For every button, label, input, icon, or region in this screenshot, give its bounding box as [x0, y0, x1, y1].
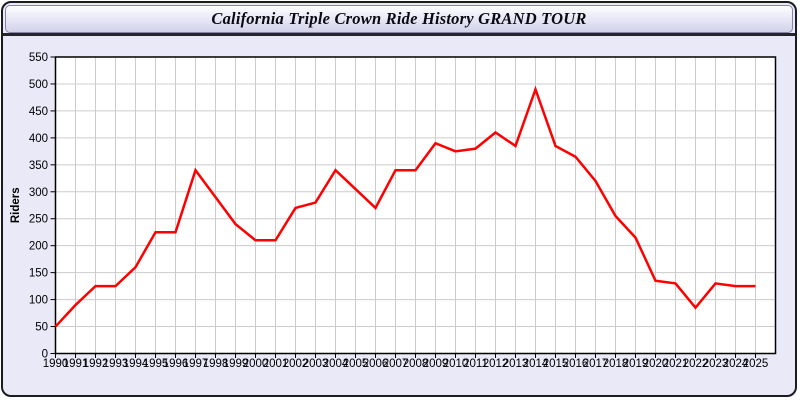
x-tick-label: 1990 [43, 358, 69, 370]
riders-line [54, 85, 756, 328]
x-tick-label: 1996 [163, 358, 189, 370]
x-tick-label: 1991 [63, 358, 89, 370]
x-tick-label: 2023 [703, 358, 729, 370]
x-tick-label: 2003 [303, 358, 329, 370]
x-tick-label: 2009 [423, 358, 449, 370]
y-tick-label: 500 [29, 79, 48, 91]
y-tick-label: 350 [29, 160, 48, 172]
y-tick-label: 200 [29, 241, 48, 253]
x-tick-label: 2007 [383, 358, 409, 370]
x-tick-label: 2012 [483, 358, 509, 370]
x-tick-label: 2004 [323, 358, 349, 370]
y-tick-label: 150 [29, 268, 48, 280]
x-tick-label: 2017 [583, 358, 609, 370]
x-tick-label: 2002 [283, 358, 309, 370]
y-tick-label: 300 [29, 187, 48, 199]
x-tick-label: 2010 [443, 358, 469, 370]
x-tick-label: 2005 [343, 358, 369, 370]
x-tick-label: 2011 [463, 358, 488, 370]
x-tick-label: 1994 [123, 358, 149, 370]
title-bar-separator [3, 33, 795, 36]
x-tick-label: 2020 [643, 358, 669, 370]
x-tick-label: 2015 [543, 358, 569, 370]
x-tick-label: 2021 [663, 358, 689, 370]
x-tick-label: 1999 [223, 358, 249, 370]
y-tick-label: 400 [29, 133, 48, 145]
x-tick-label: 2022 [683, 358, 709, 370]
x-tick-label: 2008 [403, 358, 429, 370]
x-tick-label: 2013 [503, 358, 529, 370]
x-tick-label: 1992 [83, 358, 109, 370]
x-tick-label: 2016 [563, 358, 589, 370]
page-title: California Triple Crown Ride History GRA… [211, 9, 587, 28]
x-tick-label: 2019 [623, 358, 649, 370]
x-tick-label: 2000 [243, 358, 269, 370]
plot-border [54, 56, 777, 355]
y-tick-label: 50 [35, 322, 48, 334]
x-tick-label: 2025 [743, 358, 769, 370]
y-tick-label: 550 [29, 52, 48, 64]
x-tick-label: 2018 [603, 358, 629, 370]
x-tick-label: 2024 [723, 358, 749, 370]
x-tick-label: 1997 [183, 358, 209, 370]
x-tick-label: 2006 [363, 358, 389, 370]
x-tick-label: 2001 [263, 358, 289, 370]
x-tick-label: 1993 [103, 358, 129, 370]
y-tick-label: 0 [42, 349, 48, 361]
y-tick-label: 450 [29, 106, 48, 118]
x-tick-label: 1998 [203, 358, 229, 370]
x-tick-label: 1995 [143, 358, 169, 370]
x-tick-label: 2014 [523, 358, 549, 370]
title-bar: California Triple Crown Ride History GRA… [5, 5, 793, 33]
y-tick-label: 250 [29, 214, 48, 226]
y-axis-title: Riders [10, 187, 22, 223]
y-tick-label: 100 [29, 295, 48, 307]
